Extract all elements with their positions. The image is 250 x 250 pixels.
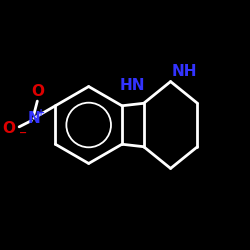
Text: O: O bbox=[2, 120, 16, 136]
Text: HN: HN bbox=[120, 78, 146, 93]
Text: N: N bbox=[28, 111, 40, 126]
Text: −: − bbox=[19, 128, 27, 138]
Text: +: + bbox=[37, 108, 45, 118]
Text: NH: NH bbox=[172, 64, 197, 79]
Text: O: O bbox=[31, 84, 44, 98]
